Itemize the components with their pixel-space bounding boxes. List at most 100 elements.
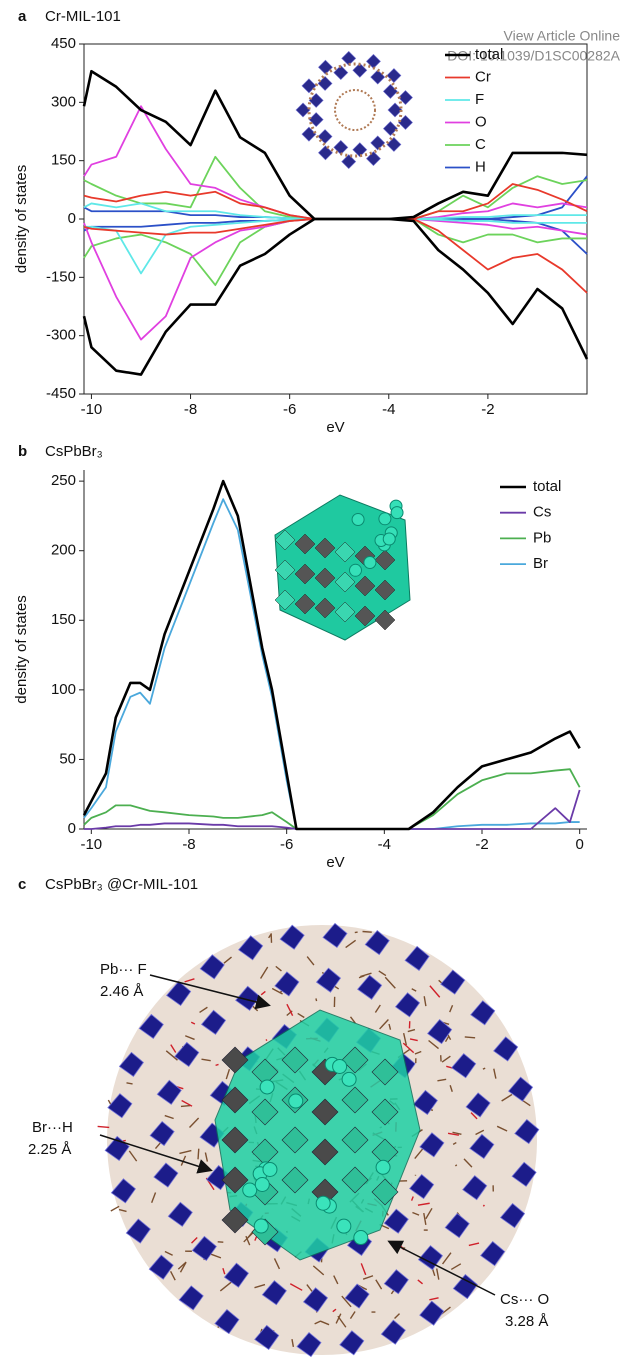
linker [402,1042,415,1054]
octahedron [302,1287,329,1313]
legend-label: C [475,136,486,153]
cs-atom [351,513,365,527]
view-article-link[interactable]: View Article Online [504,28,621,44]
linker [454,1164,458,1167]
linker [210,1253,222,1259]
octahedron [296,1332,322,1358]
octahedron [301,126,317,142]
linker [452,1131,462,1136]
linker [341,1295,352,1308]
linker [378,970,387,977]
octahedron [235,985,261,1011]
legend-label: Cr [475,68,491,85]
structure-image [97,922,540,1358]
linker [493,1068,497,1079]
octahedron [317,76,333,91]
y-tick-label: 100 [51,681,76,698]
linker [225,1069,231,1080]
octahedron [427,1018,453,1045]
linker [412,1211,420,1216]
linker [170,1044,177,1053]
linker [312,1265,325,1276]
octahedron [191,1235,217,1262]
octahedron [371,1178,399,1206]
series-line [83,218,588,294]
octahedron [274,529,296,551]
octahedron [301,78,317,94]
octahedron [419,1300,445,1326]
linker [384,976,396,989]
linker [452,1141,457,1146]
panel-label: b [18,443,27,460]
linker [482,1067,486,1070]
linker [360,1263,367,1276]
linker [126,1082,133,1085]
x-tick-label: 0 [576,836,584,853]
linker [332,1308,337,1313]
octahedron [311,1138,339,1166]
cs-atom [262,1161,278,1177]
linker [215,1063,219,1067]
octahedron [366,151,381,167]
octahedron [166,980,192,1007]
octahedron [274,559,296,581]
octahedron [371,1058,399,1086]
x-tick-label: -6 [280,836,293,853]
octahedron [334,541,356,563]
octahedron [364,930,390,956]
octahedron [374,579,396,601]
linker [402,1032,408,1046]
linker [110,1205,120,1212]
octahedron [274,589,296,611]
doi: DOI: 10.1039/D1SC00282A [447,48,620,64]
y-tick-label: 150 [51,611,76,628]
linker [306,956,315,966]
series-line [83,105,588,220]
octahedron [499,1203,526,1229]
linker [417,1279,424,1285]
octahedron [386,137,402,152]
series-line [83,175,588,220]
octahedron [341,1126,369,1154]
linker [271,987,283,995]
octahedron [508,1076,534,1102]
arrow [387,1240,496,1296]
octahedron [334,601,356,623]
linker [289,1283,303,1291]
series-line [84,218,587,275]
octahedron [398,90,413,105]
linker [423,1212,427,1225]
legend-label: F [475,91,484,108]
x-tick-label: -8 [182,836,195,853]
linker [388,1023,392,1030]
cs-atom [288,1093,304,1109]
octahedron [480,1240,506,1267]
octahedron [419,1132,445,1158]
octahedron [261,1280,287,1306]
cs-atom [254,1177,270,1193]
x-tick-label: -10 [81,401,103,418]
octahedron [511,1161,537,1187]
y-tick-label: -300 [46,327,76,344]
perovskite-inset [274,494,411,641]
octahedron [153,1162,179,1188]
cs-atom [336,1218,352,1234]
linker [375,1279,383,1290]
octahedron [382,83,398,99]
arrow [149,974,271,1010]
linker [423,996,427,1007]
linker [429,985,441,998]
linker [254,1283,266,1289]
linker [164,1250,173,1256]
octahedron [308,112,324,127]
legend-label: O [475,113,487,130]
octahedron [221,1206,249,1234]
series-line [82,217,589,376]
annotation-pair: Br···H [32,1119,73,1136]
linker [179,1149,192,1155]
linker [169,1271,176,1281]
octahedron [148,1254,174,1280]
octahedron [318,145,333,161]
legend-label: Pb [533,529,551,546]
